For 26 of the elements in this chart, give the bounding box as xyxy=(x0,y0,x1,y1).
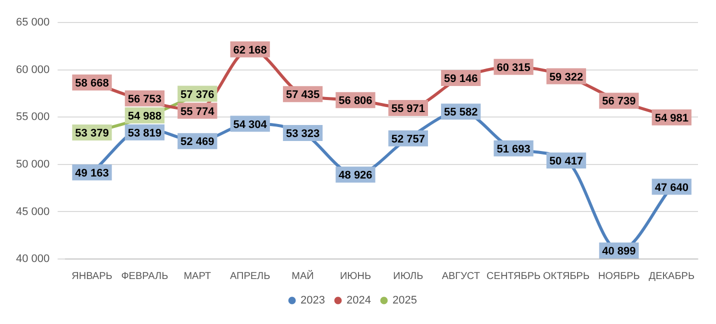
legend-label: 2024 xyxy=(346,294,371,307)
data-label: 53 819 xyxy=(128,127,162,140)
x-tick-label: ИЮЛЬ xyxy=(393,270,424,282)
y-tick-label: 50 000 xyxy=(16,158,50,170)
data-label: 56 753 xyxy=(128,93,162,106)
x-tick-label: АВГУСТ xyxy=(442,270,480,282)
x-tick-label: ИЮНЬ xyxy=(340,270,372,282)
x-tick-label: АПРЕЛЬ xyxy=(230,270,271,282)
x-tick-label: ОКТЯБРЬ xyxy=(543,270,590,282)
legend-label: 2025 xyxy=(392,294,417,307)
legend-label: 2023 xyxy=(300,294,326,307)
y-tick-label: 55 000 xyxy=(16,111,50,124)
x-tick-label: СЕНТЯБРЬ xyxy=(486,270,542,282)
data-label: 55 774 xyxy=(180,106,216,118)
x-tick-label: НОЯБРЬ xyxy=(598,270,640,282)
x-tick-label: ФЕВРАЛЬ xyxy=(121,270,169,282)
data-label: 54 988 xyxy=(128,110,162,122)
data-label: 57 376 xyxy=(180,88,214,101)
y-tick-label: 40 000 xyxy=(16,253,50,266)
x-tick-label: ДЕКАБРЬ xyxy=(648,270,695,282)
y-tick-label: 65 000 xyxy=(16,16,50,29)
y-tick-label: 45 000 xyxy=(16,206,50,218)
x-tick-label: МАЙ xyxy=(292,268,314,282)
x-tick-label: МАРТ xyxy=(184,270,212,282)
x-tick-label: ЯНВАРЬ xyxy=(72,270,113,282)
y-tick-label: 60 000 xyxy=(16,64,50,76)
